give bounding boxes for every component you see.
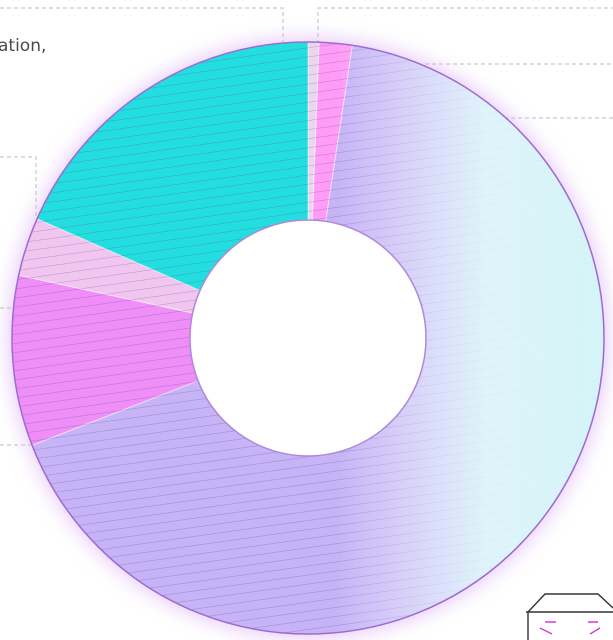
car-icon: [526, 593, 613, 640]
outer-rim: [11, 41, 605, 635]
annotation: ation,: [0, 36, 46, 56]
hole: [189, 219, 427, 457]
